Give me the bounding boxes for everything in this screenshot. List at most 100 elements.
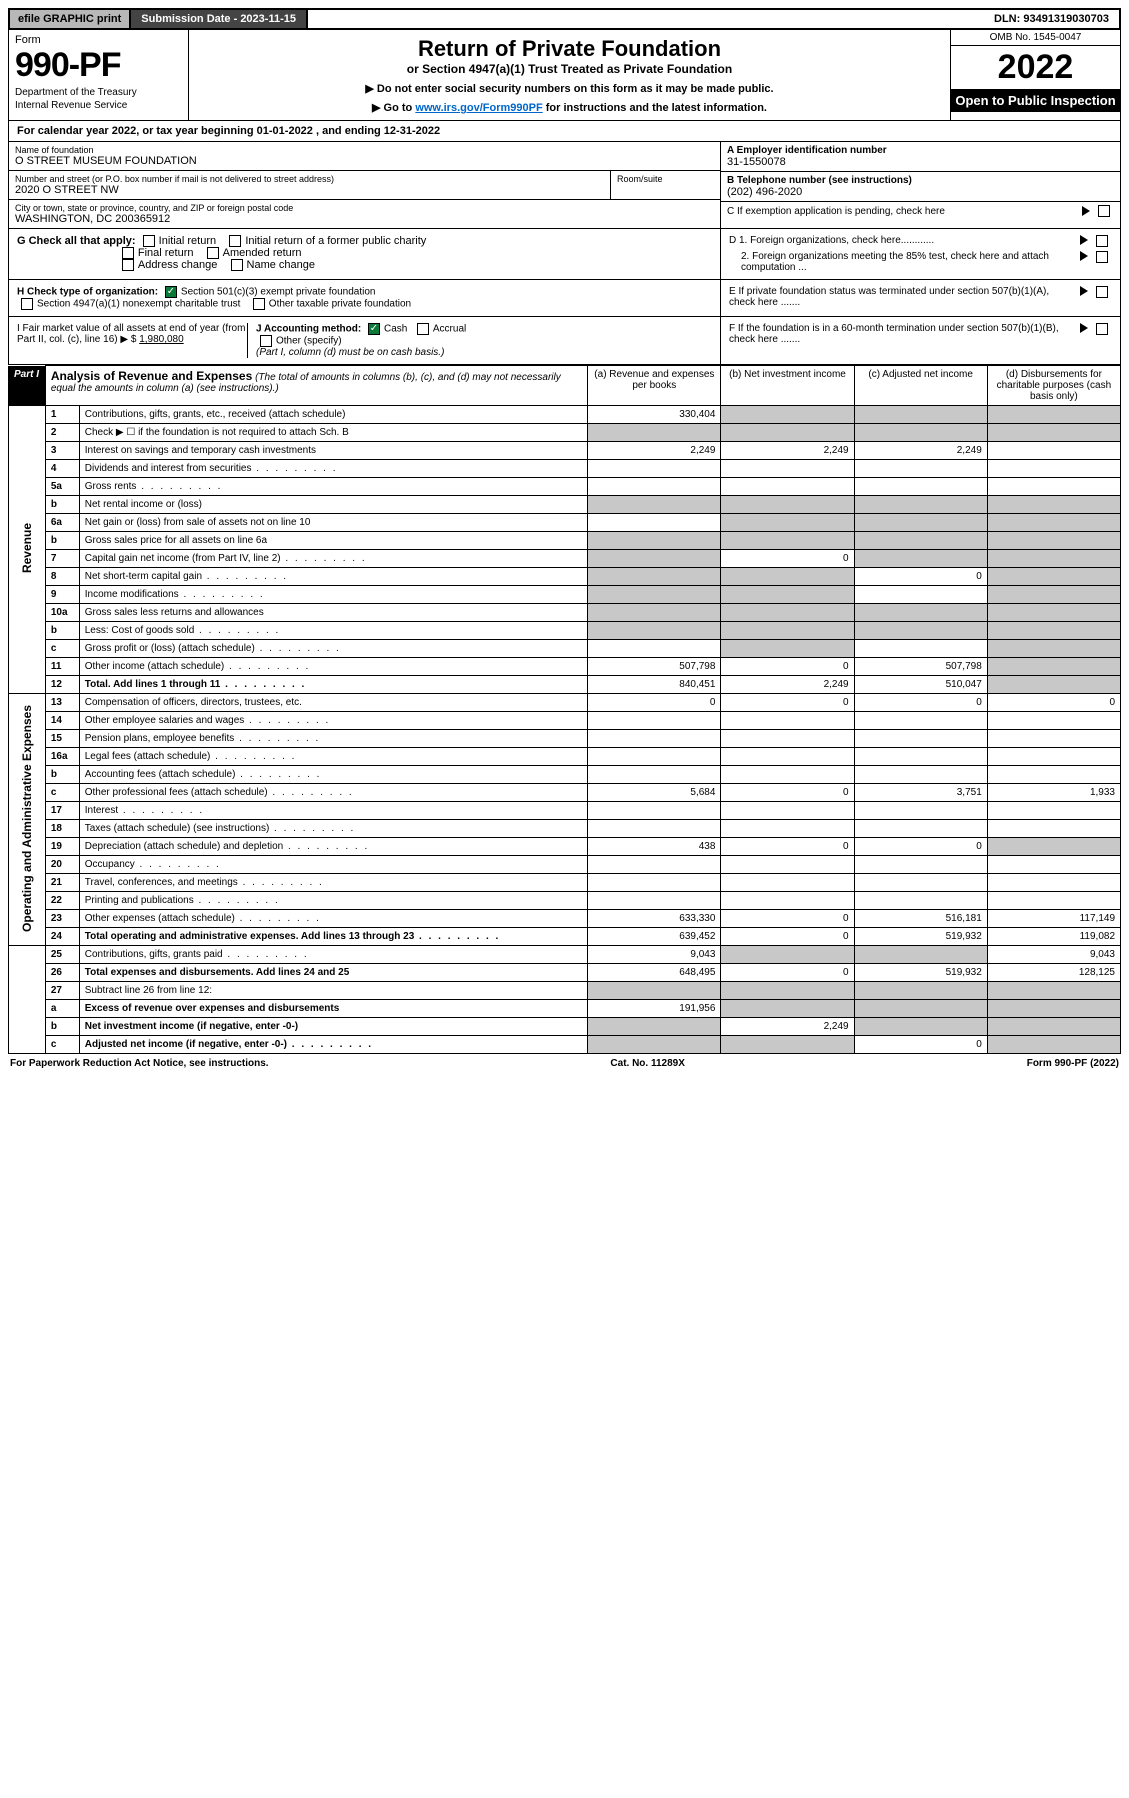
page-footer: For Paperwork Reduction Act Notice, see … xyxy=(8,1054,1121,1073)
foreign-85-checkbox[interactable] xyxy=(1096,251,1108,263)
room-suite-label: Room/suite xyxy=(610,171,720,199)
other-taxable-checkbox[interactable] xyxy=(253,298,265,310)
telephone-label: B Telephone number (see instructions) xyxy=(727,175,1114,186)
table-row: cOther professional fees (attach schedul… xyxy=(9,784,1121,802)
form-footer-label: Form 990-PF (2022) xyxy=(1027,1058,1119,1069)
table-row: 20Occupancy xyxy=(9,856,1121,874)
status-terminated-checkbox[interactable] xyxy=(1096,286,1108,298)
amended-return-checkbox[interactable] xyxy=(207,247,219,259)
final-return-checkbox[interactable] xyxy=(122,247,134,259)
col-b-header: (b) Net investment income xyxy=(721,366,854,406)
exemption-pending-checkbox[interactable] xyxy=(1098,205,1110,217)
form-subtitle: or Section 4947(a)(1) Trust Treated as P… xyxy=(199,62,940,76)
calendar-year-line: For calendar year 2022, or tax year begi… xyxy=(8,121,1121,142)
table-row: 27Subtract line 26 from line 12: xyxy=(9,982,1121,1000)
table-row: 2Check ▶ ☐ if the foundation is not requ… xyxy=(9,424,1121,442)
table-row: 22Printing and publications xyxy=(9,892,1121,910)
dept-treasury: Department of the Treasury xyxy=(15,87,182,98)
table-row: 6aNet gain or (loss) from sale of assets… xyxy=(9,514,1121,532)
dln-number: DLN: 93491319030703 xyxy=(984,10,1119,28)
address-change-checkbox[interactable] xyxy=(122,259,134,271)
fmv-label: I Fair market value of all assets at end… xyxy=(17,323,245,345)
street-address: 2020 O STREET NW xyxy=(15,184,604,196)
table-row: 21Travel, conferences, and meetings xyxy=(9,874,1121,892)
table-row: 9Income modifications xyxy=(9,586,1121,604)
accrual-checkbox[interactable] xyxy=(417,323,429,335)
d1-label: D 1. Foreign organizations, check here..… xyxy=(729,235,1076,247)
entity-info: Name of foundation O STREET MUSEUM FOUND… xyxy=(8,142,1121,229)
cash-checkbox[interactable] xyxy=(368,323,380,335)
foreign-org-checkbox[interactable] xyxy=(1096,235,1108,247)
table-row: 26Total expenses and disbursements. Add … xyxy=(9,964,1121,982)
table-row: Operating and Administrative Expenses 13… xyxy=(9,694,1121,712)
efile-print-button[interactable]: efile GRAPHIC print xyxy=(10,10,131,28)
other-method-checkbox[interactable] xyxy=(260,335,272,347)
f-label: F If the foundation is in a 60-month ter… xyxy=(729,323,1076,358)
60-month-checkbox[interactable] xyxy=(1096,323,1108,335)
tax-year: 2022 xyxy=(951,46,1120,89)
table-row: aExcess of revenue over expenses and dis… xyxy=(9,1000,1121,1018)
table-row: 5aGross rents xyxy=(9,478,1121,496)
cat-number: Cat. No. 11289X xyxy=(610,1058,684,1069)
col-d-header: (d) Disbursements for charitable purpose… xyxy=(987,366,1120,406)
paperwork-notice: For Paperwork Reduction Act Notice, see … xyxy=(10,1058,269,1069)
table-row: 16aLegal fees (attach schedule) xyxy=(9,748,1121,766)
table-row: 14Other employee salaries and wages xyxy=(9,712,1121,730)
part1-title: Analysis of Revenue and Expenses xyxy=(51,369,252,383)
table-row: 8Net short-term capital gain0 xyxy=(9,568,1121,586)
table-row: bNet rental income or (loss) xyxy=(9,496,1121,514)
goto-link-line: ▶ Go to www.irs.gov/Form990PF for instru… xyxy=(199,101,940,114)
table-row: 3Interest on savings and temporary cash … xyxy=(9,442,1121,460)
table-row: 12Total. Add lines 1 through 11 840,4512… xyxy=(9,676,1121,694)
table-row: 24Total operating and administrative exp… xyxy=(9,928,1121,946)
table-row: bGross sales price for all assets on lin… xyxy=(9,532,1121,550)
table-row: 25Contributions, gifts, grants paid 9,04… xyxy=(9,946,1121,964)
form-number: 990-PF xyxy=(15,46,182,85)
submission-date: Submission Date - 2023-11-15 xyxy=(131,10,308,28)
table-row: 10aGross sales less returns and allowanc… xyxy=(9,604,1121,622)
open-public-label: Open to Public Inspection xyxy=(951,89,1120,112)
fmv-value: 1,980,080 xyxy=(139,334,184,345)
table-row: Revenue 1Contributions, gifts, grants, e… xyxy=(9,406,1121,424)
col-c-header: (c) Adjusted net income xyxy=(854,366,987,406)
ij-row: I Fair market value of all assets at end… xyxy=(8,317,1121,365)
table-row: 15Pension plans, employee benefits xyxy=(9,730,1121,748)
g-label: G Check all that apply: xyxy=(17,235,136,247)
table-row: bAccounting fees (attach schedule) xyxy=(9,766,1121,784)
501c3-checkbox[interactable] xyxy=(165,286,177,298)
table-row: 4Dividends and interest from securities xyxy=(9,460,1121,478)
e-label: E If private foundation status was termi… xyxy=(729,286,1076,310)
table-row: cAdjusted net income (if negative, enter… xyxy=(9,1036,1121,1054)
ssn-warning: ▶ Do not enter social security numbers o… xyxy=(199,82,940,95)
ein-value: 31-1550078 xyxy=(727,156,1114,168)
irs-label: Internal Revenue Service xyxy=(15,100,182,111)
col-a-header: (a) Revenue and expenses per books xyxy=(588,366,721,406)
table-row: 17Interest xyxy=(9,802,1121,820)
form-title: Return of Private Foundation xyxy=(199,36,940,62)
table-row: 19Depreciation (attach schedule) and dep… xyxy=(9,838,1121,856)
table-row: 7Capital gain net income (from Part IV, … xyxy=(9,550,1121,568)
city-label: City or town, state or province, country… xyxy=(15,203,714,213)
initial-former-checkbox[interactable] xyxy=(229,235,241,247)
table-row: 23Other expenses (attach schedule) 633,3… xyxy=(9,910,1121,928)
topbar: efile GRAPHIC print Submission Date - 20… xyxy=(8,8,1121,30)
irs-url-link[interactable]: www.irs.gov/Form990PF xyxy=(415,102,542,114)
table-row: bNet investment income (if negative, ent… xyxy=(9,1018,1121,1036)
omb-number: OMB No. 1545-0047 xyxy=(951,30,1120,46)
part1-table: Part I Analysis of Revenue and Expenses … xyxy=(8,365,1121,1054)
name-label: Name of foundation xyxy=(15,145,714,155)
telephone-value: (202) 496-2020 xyxy=(727,186,1114,198)
form-label: Form xyxy=(15,34,182,46)
4947-checkbox[interactable] xyxy=(21,298,33,310)
d2-label: 2. Foreign organizations meeting the 85%… xyxy=(729,251,1076,273)
table-row: bLess: Cost of goods sold xyxy=(9,622,1121,640)
table-row: 11Other income (attach schedule) 507,798… xyxy=(9,658,1121,676)
check-section-gd: G Check all that apply: Initial return I… xyxy=(8,229,1121,280)
part1-tag: Part I xyxy=(9,366,46,406)
initial-return-checkbox[interactable] xyxy=(143,235,155,247)
name-change-checkbox[interactable] xyxy=(231,259,243,271)
ein-label: A Employer identification number xyxy=(727,145,1114,156)
exemption-pending-label: C If exemption application is pending, c… xyxy=(727,206,1078,217)
city-state-zip: WASHINGTON, DC 200365912 xyxy=(15,213,714,225)
form-header: Form 990-PF Department of the Treasury I… xyxy=(8,30,1121,121)
